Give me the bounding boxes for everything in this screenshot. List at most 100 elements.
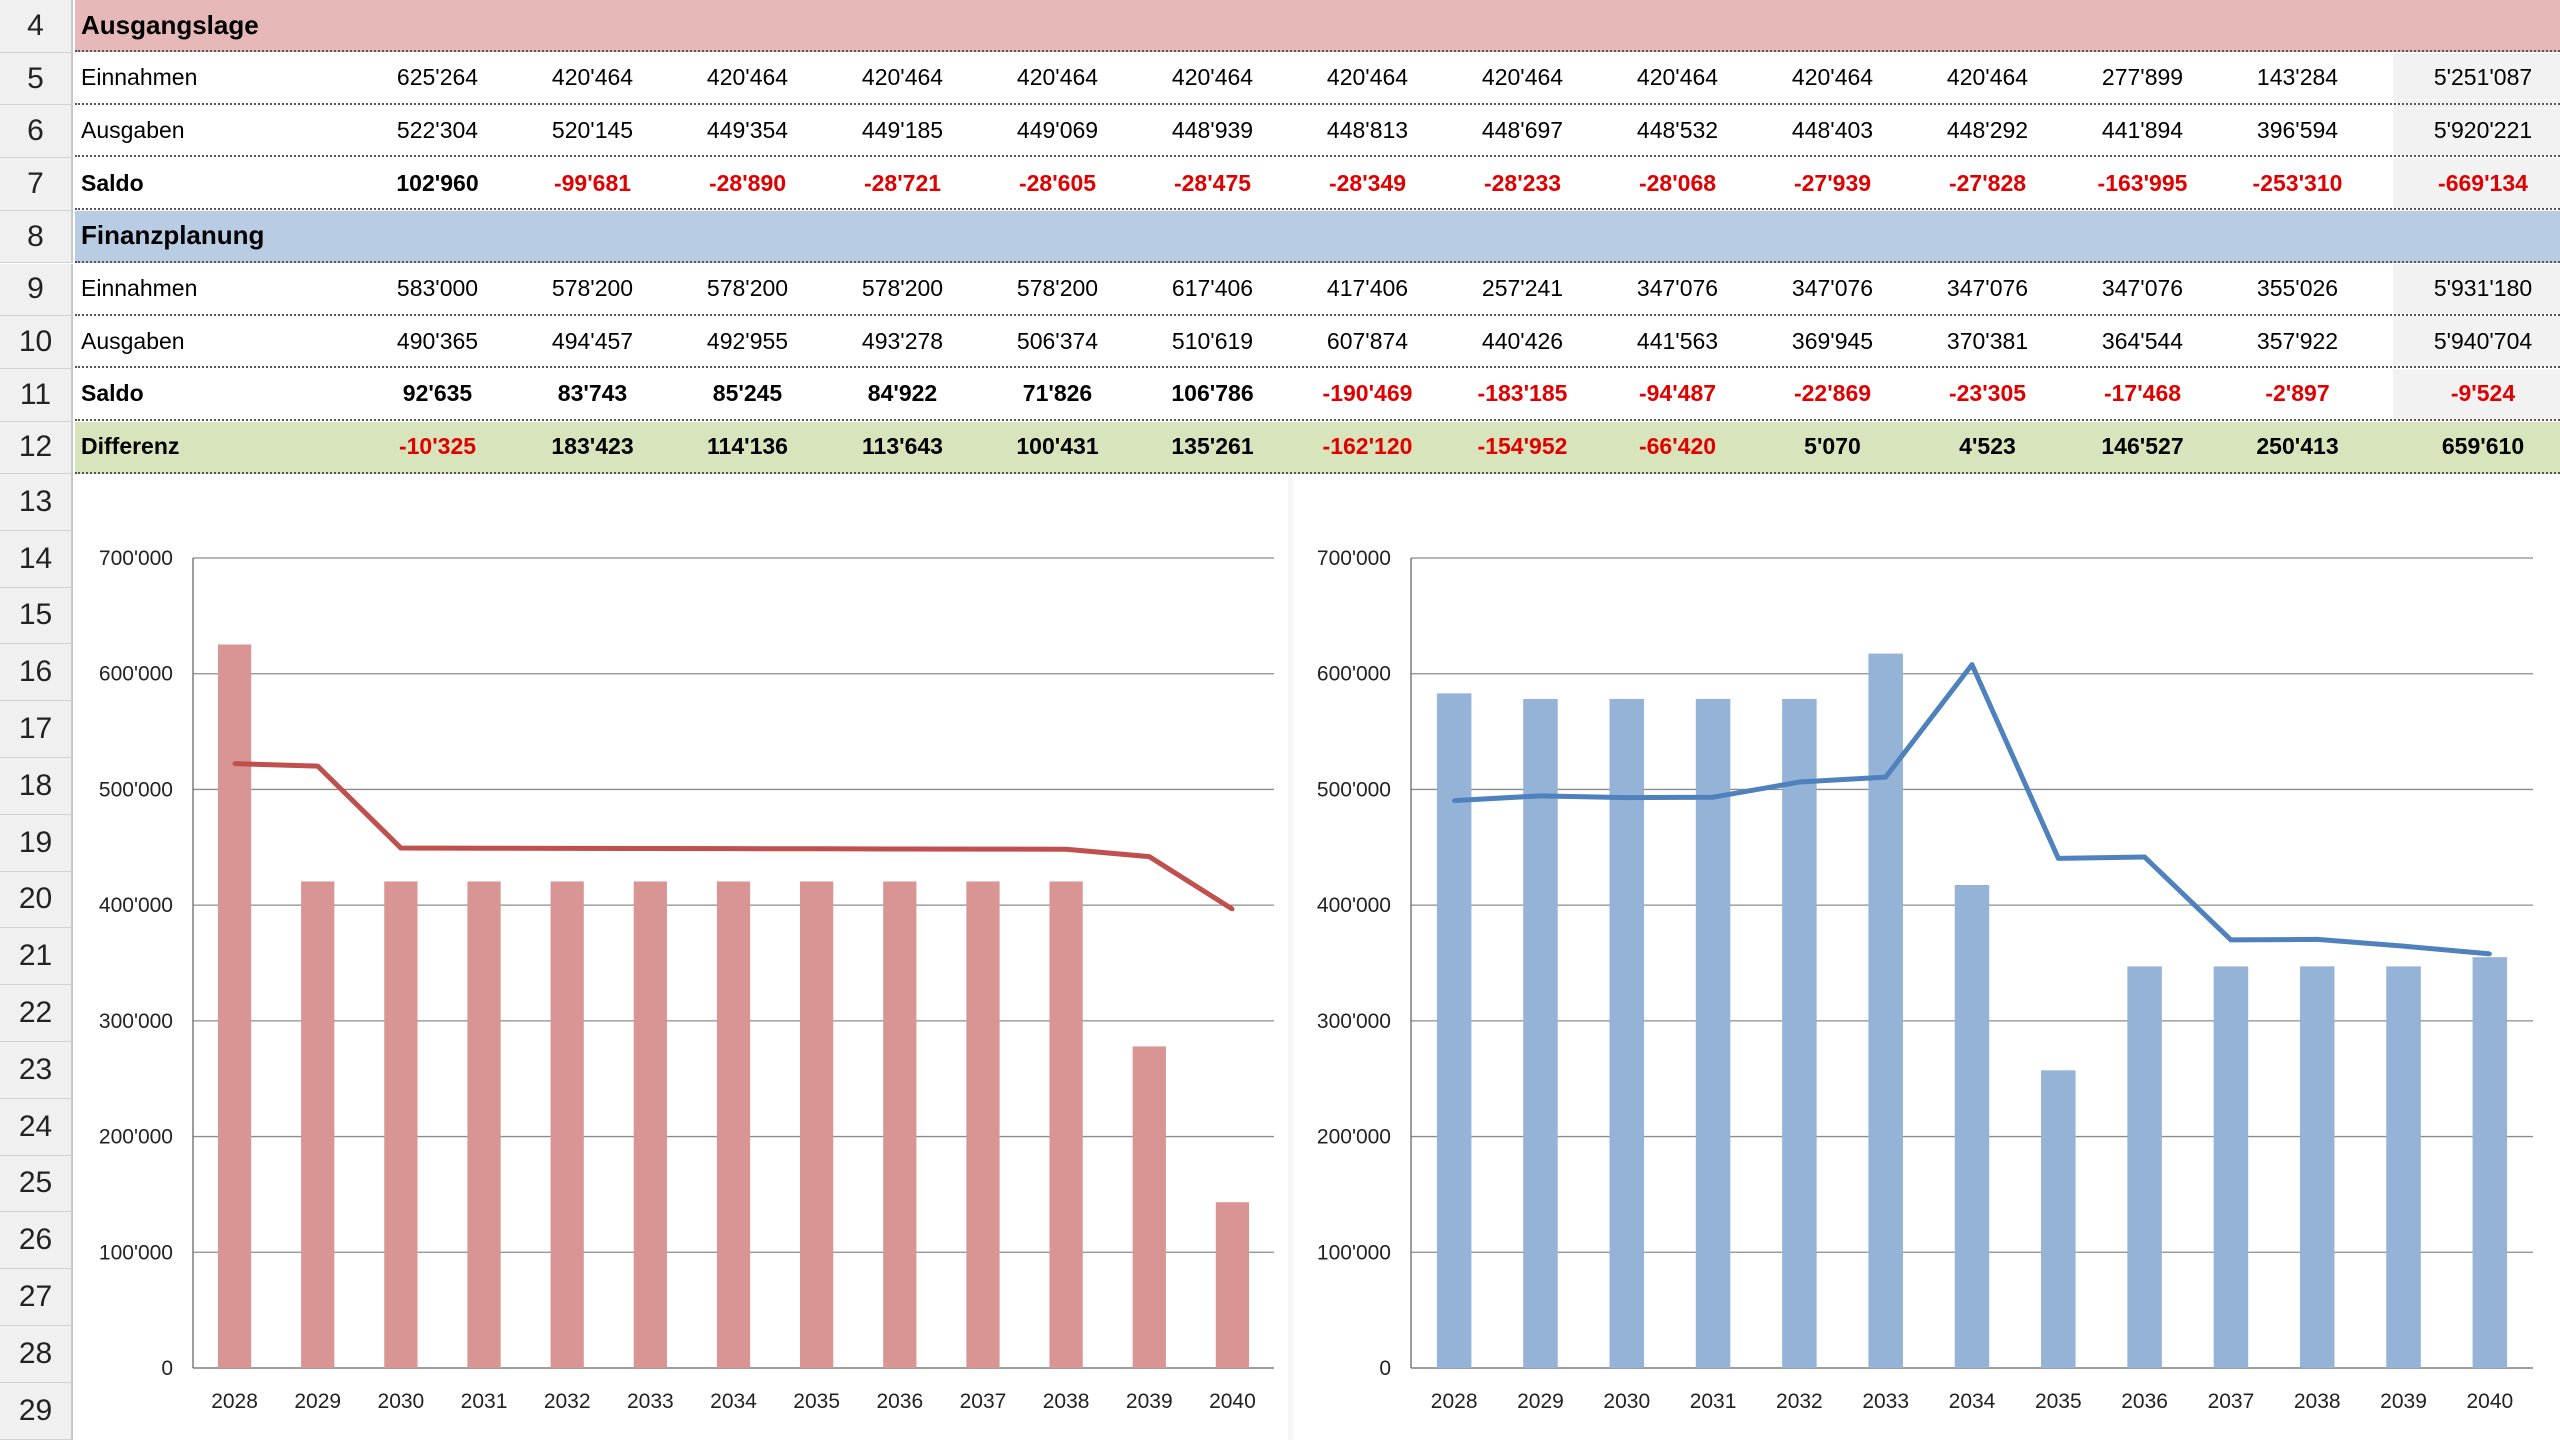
value-cell[interactable]: 490'365: [396, 327, 479, 354]
row-label[interactable]: Einnahmen: [81, 275, 198, 301]
value-cell[interactable]: 493'278: [861, 327, 944, 354]
bar[interactable]: [467, 881, 501, 1368]
total-cell[interactable]: 5'920'221: [2393, 105, 2560, 156]
value-cell[interactable]: 84'922: [867, 380, 938, 407]
value-cell[interactable]: 440'426: [1481, 327, 1564, 354]
value-cell[interactable]: 83'743: [557, 380, 628, 407]
value-cell[interactable]: 257'241: [1481, 275, 1564, 301]
value-cell[interactable]: -28'233: [1483, 169, 1562, 196]
row-header[interactable]: 7: [0, 158, 73, 211]
value-cell[interactable]: 92'635: [402, 380, 473, 407]
row-label[interactable]: Ausgaben: [81, 327, 185, 354]
row-header[interactable]: 11: [0, 368, 73, 422]
row-header[interactable]: 16: [0, 644, 73, 702]
row-header[interactable]: 28: [0, 1326, 73, 1383]
value-cell[interactable]: 420'464: [1326, 64, 1409, 91]
row-label[interactable]: Ausgaben: [81, 116, 185, 143]
bar[interactable]: [301, 881, 335, 1368]
bar[interactable]: [2472, 957, 2508, 1368]
bar[interactable]: [384, 881, 418, 1368]
value-cell[interactable]: 441'894: [2101, 116, 2184, 143]
total-cell[interactable]: -9'524: [2393, 368, 2560, 419]
value-cell[interactable]: 347'076: [1791, 275, 1874, 301]
row-header[interactable]: 18: [0, 758, 73, 815]
value-cell[interactable]: 448'292: [1946, 116, 2029, 143]
total-cell[interactable]: 5'931'180: [2393, 263, 2560, 314]
bar[interactable]: [1523, 698, 1558, 1368]
value-cell[interactable]: 102'960: [396, 169, 479, 196]
value-cell[interactable]: -190'469: [1322, 380, 1413, 407]
value-cell[interactable]: 522'304: [396, 116, 479, 143]
value-cell[interactable]: 370'381: [1946, 327, 2029, 354]
row-header[interactable]: 24: [0, 1098, 73, 1156]
bar[interactable]: [2299, 966, 2335, 1368]
bar[interactable]: [800, 881, 834, 1368]
value-cell[interactable]: 607'874: [1326, 327, 1409, 354]
bar[interactable]: [2127, 966, 2162, 1368]
row-header[interactable]: 27: [0, 1269, 73, 1326]
bar[interactable]: [1609, 698, 1645, 1368]
value-cell[interactable]: 510'619: [1171, 327, 1254, 354]
value-cell[interactable]: 420'464: [551, 64, 634, 91]
value-cell[interactable]: 506'374: [1016, 327, 1099, 354]
value-cell[interactable]: -28'721: [863, 169, 942, 196]
value-cell[interactable]: 420'464: [706, 64, 789, 91]
value-cell[interactable]: -183'185: [1477, 380, 1568, 407]
bar[interactable]: [2041, 1070, 2076, 1368]
value-cell[interactable]: -27'828: [1948, 169, 2027, 196]
value-cell[interactable]: 347'076: [1636, 275, 1719, 301]
bar[interactable]: [883, 881, 917, 1368]
value-cell[interactable]: 364'544: [2101, 327, 2184, 354]
row-header[interactable]: 19: [0, 814, 73, 872]
value-cell[interactable]: 420'464: [1481, 64, 1564, 91]
value-cell[interactable]: 578'200: [706, 275, 789, 301]
value-cell[interactable]: 578'200: [1016, 275, 1099, 301]
value-cell[interactable]: 625'264: [396, 64, 479, 91]
row-header[interactable]: 10: [0, 316, 73, 369]
value-cell[interactable]: 578'200: [861, 275, 944, 301]
row-header[interactable]: 12: [0, 421, 73, 475]
value-cell[interactable]: -162'120: [1322, 433, 1413, 460]
value-cell[interactable]: -253'310: [2252, 169, 2343, 196]
bar[interactable]: [1782, 698, 1817, 1368]
row-header[interactable]: 15: [0, 587, 73, 645]
value-cell[interactable]: 449'354: [706, 116, 789, 143]
value-cell[interactable]: 5'070: [1804, 433, 1861, 460]
bar[interactable]: [1954, 885, 1990, 1368]
value-cell[interactable]: 448'813: [1326, 116, 1409, 143]
bar[interactable]: [1215, 1202, 1250, 1368]
value-cell[interactable]: -28'475: [1173, 169, 1252, 196]
value-cell[interactable]: 347'076: [2101, 275, 2184, 301]
total-cell[interactable]: 659'610: [2441, 433, 2525, 460]
row-header[interactable]: 17: [0, 701, 73, 758]
value-cell[interactable]: 100'431: [1016, 433, 1099, 460]
chart-left[interactable]: 0 100'000 200'000 300'000 400'000 500'000 600'…: [99, 547, 1274, 1413]
value-cell[interactable]: 106'786: [1171, 380, 1254, 407]
total-cell[interactable]: 5'251'087: [2393, 52, 2560, 103]
value-cell[interactable]: 449'069: [1016, 116, 1099, 143]
value-cell[interactable]: 448'532: [1636, 116, 1719, 143]
row-header[interactable]: 23: [0, 1042, 73, 1099]
value-cell[interactable]: 520'145: [551, 116, 634, 143]
value-cell[interactable]: 494'457: [551, 327, 634, 354]
value-cell[interactable]: 396'594: [2256, 116, 2339, 143]
row-header[interactable]: 4: [0, 0, 73, 53]
value-cell[interactable]: 420'464: [1791, 64, 1874, 91]
value-cell[interactable]: 347'076: [1946, 275, 2029, 301]
value-cell[interactable]: 250'413: [2256, 433, 2339, 460]
value-cell[interactable]: -154'952: [1477, 433, 1568, 460]
value-cell[interactable]: 441'563: [1636, 327, 1719, 354]
row-header[interactable]: 6: [0, 105, 73, 159]
value-cell[interactable]: 355'026: [2256, 275, 2339, 301]
bar[interactable]: [2213, 966, 2249, 1368]
value-cell[interactable]: 448'403: [1791, 116, 1874, 143]
value-cell[interactable]: 420'464: [1636, 64, 1719, 91]
value-cell[interactable]: 143'284: [2256, 64, 2339, 91]
row-header[interactable]: 5: [0, 52, 73, 106]
row-header[interactable]: 13: [0, 474, 73, 531]
value-cell[interactable]: 420'464: [1171, 64, 1254, 91]
value-cell[interactable]: 448'939: [1171, 116, 1254, 143]
value-cell[interactable]: 578'200: [551, 275, 634, 301]
row-header[interactable]: 26: [0, 1212, 73, 1270]
row-label[interactable]: Finanzplanung: [81, 220, 265, 251]
